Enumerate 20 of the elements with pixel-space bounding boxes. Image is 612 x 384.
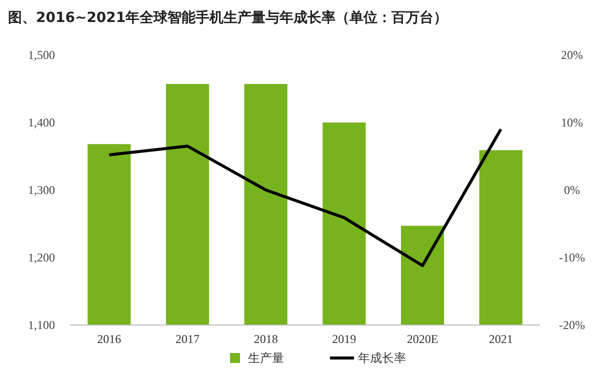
y-tick-label: 1,500 bbox=[28, 48, 55, 62]
line-series bbox=[108, 128, 502, 268]
y-tick-label: 1,100 bbox=[28, 318, 55, 332]
x-tick-label: 2016 bbox=[97, 332, 122, 346]
y2-tick-label: 0% bbox=[564, 183, 580, 197]
y-tick-label: 1,300 bbox=[28, 183, 55, 197]
chart-title: 图、2016~2021年全球智能手机生产量与年成长率（单位：百万台） bbox=[8, 9, 448, 26]
legend-label: 年成长率 bbox=[358, 351, 406, 365]
x-tick-label: 2017 bbox=[176, 332, 200, 346]
y-tick-label: 1,200 bbox=[28, 250, 55, 264]
y2-tick-label: -10% bbox=[559, 250, 585, 264]
x-tick-label: 2019 bbox=[332, 332, 356, 346]
y-tick-label: 1,400 bbox=[28, 116, 55, 130]
y2-tick-label: 20% bbox=[561, 48, 583, 62]
x-tick-label: 2018 bbox=[254, 332, 278, 346]
y2-tick-label: -20% bbox=[559, 318, 585, 332]
x-tick-label: 2020E bbox=[406, 332, 438, 346]
y2-tick-label: 10% bbox=[561, 116, 583, 130]
legend-label: 生产量 bbox=[248, 351, 284, 365]
x-tick-label: 2021 bbox=[488, 332, 513, 346]
